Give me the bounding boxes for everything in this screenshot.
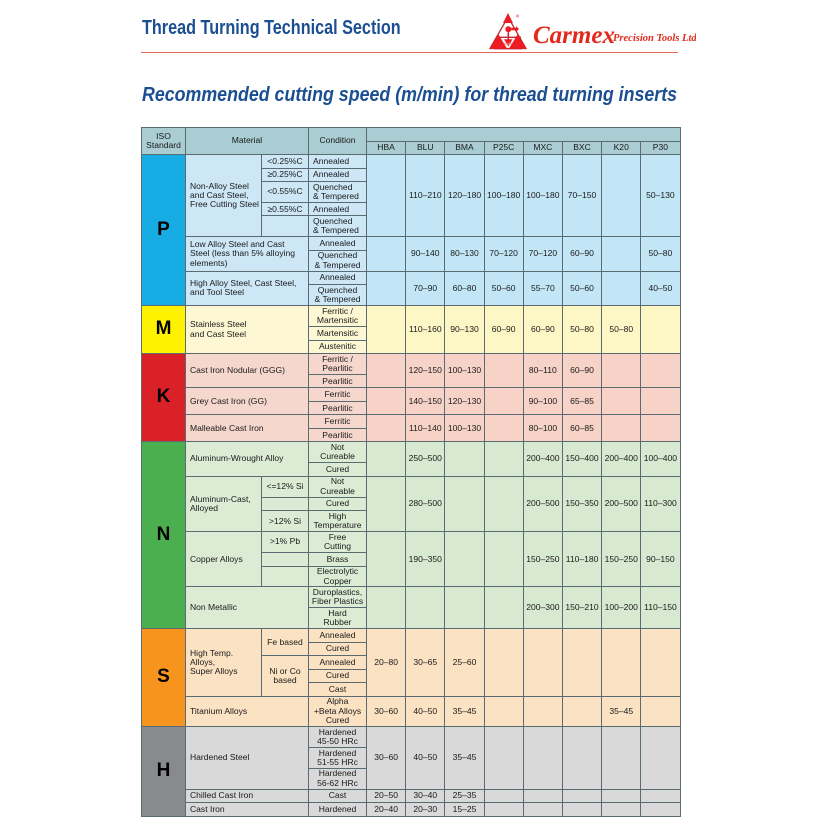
svg-text:Carmex: Carmex (533, 22, 615, 49)
svg-text:Precision Tools Ltd.: Precision Tools Ltd. (613, 33, 696, 44)
